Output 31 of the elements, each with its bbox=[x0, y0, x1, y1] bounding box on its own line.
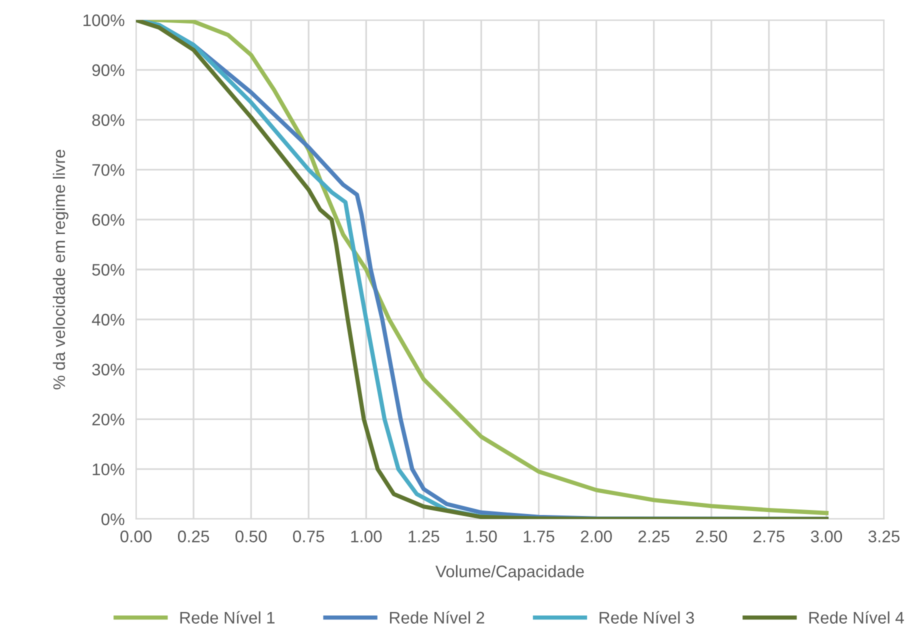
y-tick-label: 0% bbox=[101, 513, 124, 526]
y-tick-label: 60% bbox=[92, 214, 124, 226]
legend-label: Rede Nível 2 bbox=[390, 611, 484, 624]
y-tick-label: 90% bbox=[92, 64, 124, 76]
legend-label: Rede Nível 3 bbox=[600, 611, 694, 624]
x-tick-label: 1.75 bbox=[524, 530, 554, 542]
y-tick-label: 80% bbox=[92, 114, 124, 126]
x-tick-label: 0.75 bbox=[293, 530, 324, 542]
y-tick-label: 70% bbox=[92, 164, 124, 176]
y-tick-label: 40% bbox=[92, 314, 124, 326]
x-tick-label: 1.50 bbox=[466, 530, 497, 542]
y-tick-label: 30% bbox=[92, 364, 124, 376]
x-tick-label: 2.75 bbox=[754, 530, 784, 542]
x-tick-label: 1.00 bbox=[351, 530, 382, 542]
x-tick-label: 0.50 bbox=[236, 530, 267, 542]
y-tick-label: 100% bbox=[84, 14, 124, 26]
x-tick-label: 0.00 bbox=[120, 530, 152, 542]
x-tick-label: 2.00 bbox=[580, 530, 612, 542]
legend-label: Rede Nível 1 bbox=[180, 611, 275, 624]
x-tick-label: 3.00 bbox=[810, 530, 842, 542]
y-tick-label: 20% bbox=[92, 414, 124, 426]
y-axis-title: % da velocidade em regime livre bbox=[52, 150, 68, 390]
legend-label: Rede Nível 4 bbox=[809, 611, 904, 624]
x-tick-label: 0.25 bbox=[178, 530, 210, 542]
y-tick-label: 50% bbox=[92, 264, 124, 276]
y-tick-label: 10% bbox=[92, 464, 124, 476]
x-tick-label: 2.25 bbox=[638, 530, 670, 542]
x-tick-label: 3.25 bbox=[868, 530, 900, 542]
x-axis-title: Volume/Capacidade bbox=[435, 565, 584, 581]
x-tick-label: 1.25 bbox=[408, 530, 440, 542]
x-tick-label: 2.50 bbox=[696, 530, 727, 542]
